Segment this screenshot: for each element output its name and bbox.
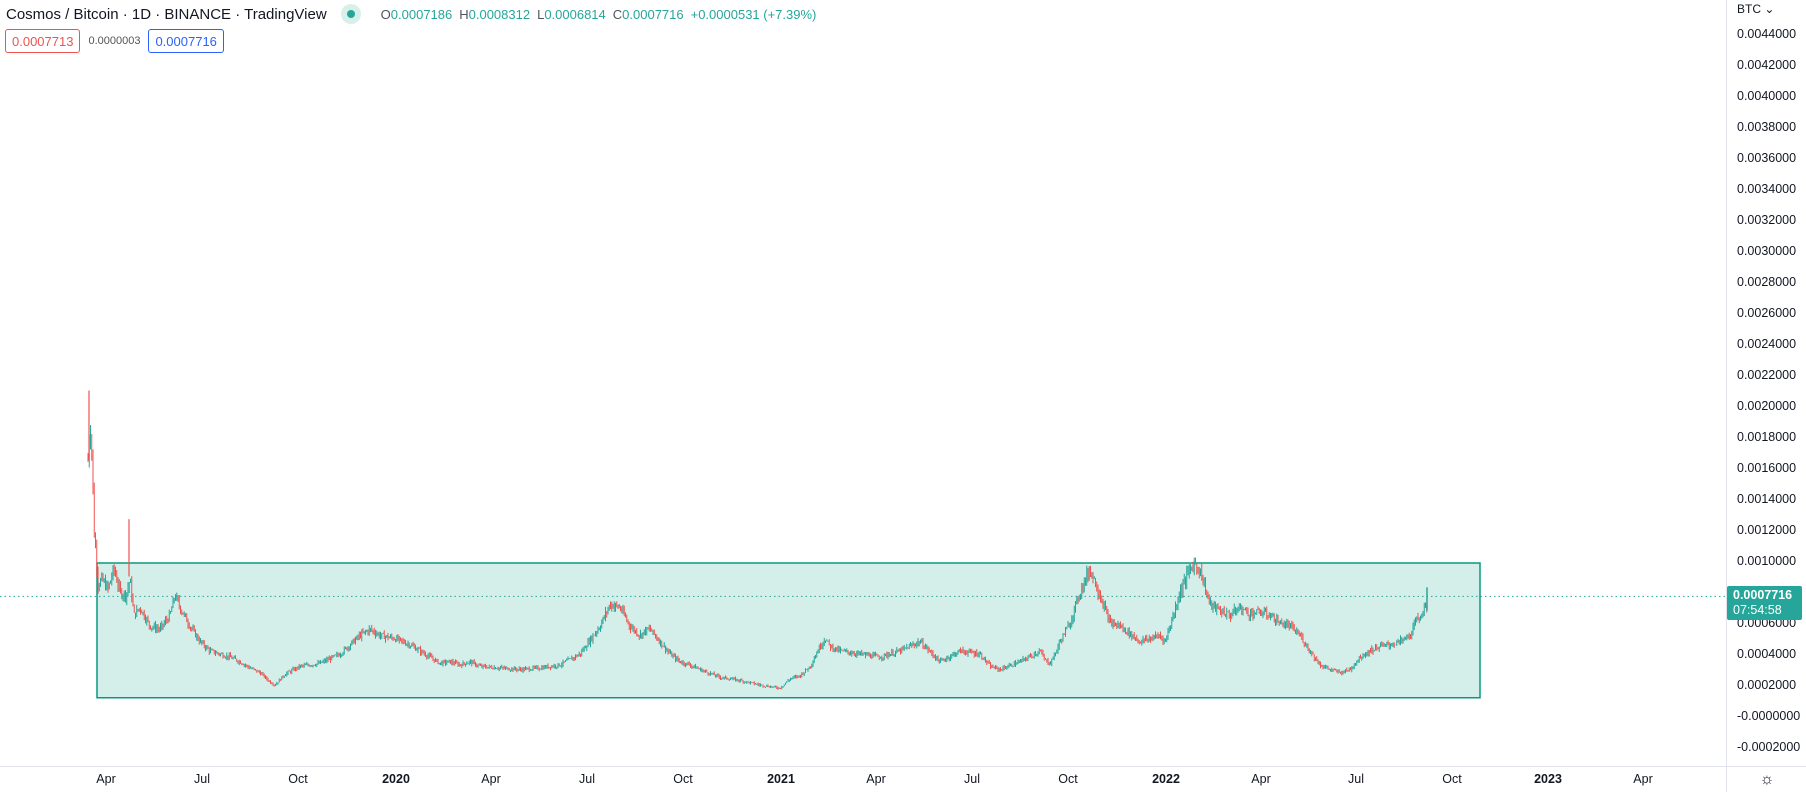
price-tick-label: 0.0020000 bbox=[1737, 399, 1797, 413]
time-tick-label: Jul bbox=[194, 772, 210, 786]
time-tick-label: Apr bbox=[1633, 772, 1653, 786]
price-axis[interactable]: BTC ⌄ 0.0044000 0.0042000 0.0040000 0.00380… bbox=[1726, 0, 1806, 766]
price-tick-label: 0.0018000 bbox=[1737, 430, 1797, 444]
chart-plot-area[interactable] bbox=[0, 0, 1726, 766]
price-tick-label: 0.0036000 bbox=[1737, 151, 1797, 165]
price-tick-label: 0.0012000 bbox=[1737, 523, 1797, 537]
open-label: O bbox=[380, 6, 391, 22]
price-tick-label: 0.0016000 bbox=[1737, 461, 1797, 475]
price-tick-label: 0.0028000 bbox=[1737, 275, 1797, 289]
symbol-title[interactable]: Cosmos / Bitcoin · 1D · BINANCE · Tradin… bbox=[6, 5, 327, 23]
last-price-value: 0.0007716 bbox=[1733, 588, 1793, 602]
price-tick-label: 0.0024000 bbox=[1737, 337, 1797, 351]
time-tick-label: 2022 bbox=[1152, 772, 1180, 786]
price-tick-label: 0.0042000 bbox=[1737, 58, 1797, 72]
time-tick-label: 2023 bbox=[1534, 772, 1562, 786]
time-tick-label: Jul bbox=[964, 772, 980, 786]
price-tick-label: 0.0010000 bbox=[1737, 554, 1797, 568]
time-tick-label: Jul bbox=[1348, 772, 1364, 786]
chart-settings-button[interactable]: ☼ bbox=[1726, 766, 1806, 792]
chart-legend: Cosmos / Bitcoin · 1D · BINANCE · Tradin… bbox=[6, 3, 816, 25]
time-tick-label: 2021 bbox=[767, 772, 795, 786]
change-value: +0.0000531 (+7.39%) bbox=[690, 6, 817, 22]
price-tick-label: 0.0002000 bbox=[1737, 678, 1797, 692]
price-tick-label: 0.0032000 bbox=[1737, 213, 1797, 227]
candlestick-chart bbox=[0, 390, 1726, 699]
range-rectangle[interactable] bbox=[96, 562, 1481, 699]
close-value: 0.0007716 bbox=[622, 6, 684, 22]
buy-sell-panel: 0.0007713 0.0000003 0.0007716 bbox=[5, 29, 224, 53]
price-tick-label: 0.0034000 bbox=[1737, 182, 1797, 196]
high-label: H bbox=[459, 6, 469, 22]
last-price-label: 0.0007716 07:54:58 bbox=[1727, 586, 1802, 620]
high-value: 0.0008312 bbox=[468, 6, 531, 22]
time-tick-label: Oct bbox=[673, 772, 693, 786]
price-tick-label: 0.0038000 bbox=[1737, 120, 1797, 134]
market-status-indicator[interactable] bbox=[340, 4, 361, 24]
price-tick-label: -0.0000000 bbox=[1737, 709, 1801, 723]
currency-selector[interactable]: BTC ⌄ bbox=[1737, 2, 1775, 16]
time-tick-label: 2020 bbox=[382, 772, 410, 786]
price-tick-label: 0.0026000 bbox=[1737, 306, 1797, 320]
price-tick-label: 0.0022000 bbox=[1737, 368, 1797, 382]
time-axis[interactable]: Apr Jul Oct 2020 Apr Jul Oct 2021 Apr Jul Oct 2022 A… bbox=[0, 766, 1726, 792]
close-label: C bbox=[612, 6, 623, 22]
time-tick-label: Apr bbox=[1251, 772, 1271, 786]
ohlc-values: O0.0007186 H0.0008312 L0.0006814 C0.0007… bbox=[381, 7, 817, 22]
price-tick-label: 0.0004000 bbox=[1737, 647, 1797, 661]
time-tick-label: Apr bbox=[866, 772, 886, 786]
time-tick-label: Oct bbox=[1058, 772, 1078, 786]
time-tick-label: Oct bbox=[1442, 772, 1462, 786]
price-tick-label: 0.0014000 bbox=[1737, 492, 1797, 506]
price-tick-label: 0.0040000 bbox=[1737, 89, 1797, 103]
price-tick-label: 0.0044000 bbox=[1737, 27, 1797, 41]
sell-button[interactable]: 0.0007713 bbox=[5, 29, 81, 53]
low-label: L bbox=[537, 6, 545, 22]
price-tick-label: 0.0030000 bbox=[1737, 244, 1797, 258]
buy-button[interactable]: 0.0007716 bbox=[148, 29, 224, 53]
time-tick-label: Apr bbox=[481, 772, 501, 786]
spread-value: 0.0000003 bbox=[88, 35, 141, 47]
price-tick-label: -0.0002000 bbox=[1737, 740, 1801, 754]
time-tick-label: Apr bbox=[96, 772, 116, 786]
time-tick-label: Oct bbox=[288, 772, 308, 786]
low-value: 0.0006814 bbox=[544, 6, 606, 22]
gear-icon: ☼ bbox=[1759, 770, 1775, 788]
status-dot-icon bbox=[346, 10, 355, 18]
bar-countdown: 07:54:58 bbox=[1733, 603, 1782, 617]
time-tick-label: Jul bbox=[579, 772, 595, 786]
open-value: 0.0007186 bbox=[390, 6, 453, 22]
